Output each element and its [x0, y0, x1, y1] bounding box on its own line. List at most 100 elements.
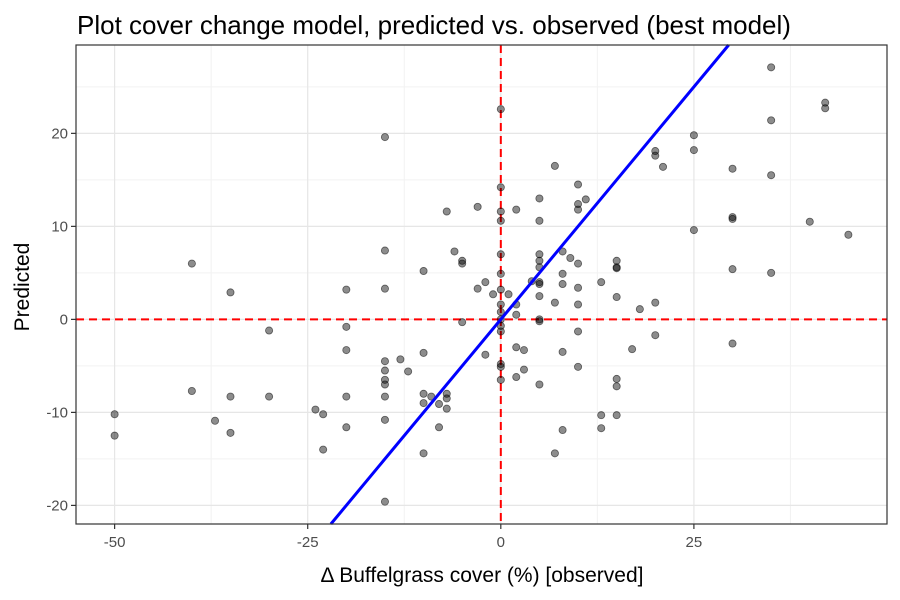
data-point	[535, 292, 544, 301]
grid-minor-lines	[76, 45, 887, 524]
data-point	[512, 373, 521, 382]
data-point	[473, 284, 482, 293]
data-point	[635, 305, 644, 314]
x-tick-label: 25	[686, 534, 703, 551]
data-point	[481, 278, 490, 287]
data-point	[535, 315, 544, 324]
data-point	[689, 226, 698, 235]
data-point	[767, 171, 776, 180]
data-point	[496, 362, 505, 371]
data-point	[574, 259, 583, 268]
y-tick-label: -10	[46, 404, 68, 421]
data-point	[380, 497, 389, 506]
data-point	[628, 345, 637, 354]
data-point	[574, 205, 583, 214]
reference-lines	[76, 45, 887, 524]
data-point	[844, 230, 853, 239]
data-point	[566, 253, 575, 262]
data-point	[574, 283, 583, 292]
data-point	[496, 300, 505, 309]
data-point	[612, 411, 621, 420]
data-point	[435, 400, 444, 409]
fit-line-group	[329, 44, 730, 525]
data-point	[728, 164, 737, 173]
data-point	[612, 374, 621, 383]
data-point	[550, 161, 559, 170]
data-point	[689, 146, 698, 155]
data-point	[512, 310, 521, 319]
data-point	[496, 327, 505, 336]
data-point	[435, 423, 444, 432]
data-point	[496, 285, 505, 294]
data-point	[342, 423, 351, 432]
data-point	[728, 214, 737, 223]
data-point	[574, 362, 583, 371]
data-point	[612, 382, 621, 391]
data-point	[535, 250, 544, 259]
chart-title: Plot cover change model, predicted vs. o…	[77, 10, 791, 40]
data-point	[821, 104, 830, 113]
data-point	[574, 200, 583, 209]
data-point	[558, 347, 567, 356]
data-point	[574, 327, 583, 336]
data-point	[597, 278, 606, 287]
data-point	[550, 298, 559, 307]
data-point	[187, 259, 196, 268]
x-tick-label: -50	[104, 534, 126, 551]
data-point	[574, 300, 583, 309]
y-axis-title: Predicted	[11, 243, 34, 332]
data-point	[519, 365, 528, 374]
data-point	[535, 256, 544, 265]
x-tick-label: 0	[497, 534, 505, 551]
data-point	[450, 247, 459, 256]
data-point	[380, 415, 389, 424]
data-point	[535, 216, 544, 225]
y-tick-label: 10	[51, 218, 68, 235]
data-point	[728, 339, 737, 348]
data-point	[380, 133, 389, 142]
data-point	[489, 290, 498, 299]
data-point	[558, 426, 567, 435]
fit-line	[329, 44, 730, 525]
data-point	[504, 290, 513, 299]
data-points	[110, 63, 853, 506]
data-point	[496, 269, 505, 278]
data-point	[612, 293, 621, 302]
data-point	[767, 116, 776, 125]
data-point	[535, 317, 544, 326]
y-axis-ticks: -20 -10 0 10 20	[46, 125, 76, 514]
data-point	[597, 411, 606, 420]
data-point	[496, 360, 505, 369]
data-point	[651, 151, 660, 160]
data-point	[442, 207, 451, 216]
data-point	[458, 259, 467, 268]
data-point	[419, 399, 428, 408]
data-point	[612, 264, 621, 273]
data-point	[342, 392, 351, 401]
data-point	[496, 207, 505, 216]
data-point	[319, 445, 328, 454]
data-point	[805, 217, 814, 226]
data-point	[442, 404, 451, 413]
data-point	[558, 269, 567, 278]
data-point	[597, 424, 606, 433]
data-point	[265, 392, 274, 401]
data-point	[311, 405, 320, 414]
data-point	[581, 195, 590, 204]
data-point	[512, 205, 521, 214]
data-point	[226, 428, 235, 437]
data-point	[728, 265, 737, 274]
data-point	[767, 268, 776, 277]
data-point	[110, 431, 119, 440]
y-tick-label: -20	[46, 497, 68, 514]
data-point	[110, 410, 119, 419]
data-point	[767, 63, 776, 72]
data-point	[496, 250, 505, 259]
data-point	[659, 162, 668, 171]
data-point	[342, 322, 351, 331]
data-point	[211, 416, 220, 425]
grid-major-lines	[76, 45, 887, 524]
data-point	[558, 280, 567, 289]
data-point	[496, 216, 505, 225]
